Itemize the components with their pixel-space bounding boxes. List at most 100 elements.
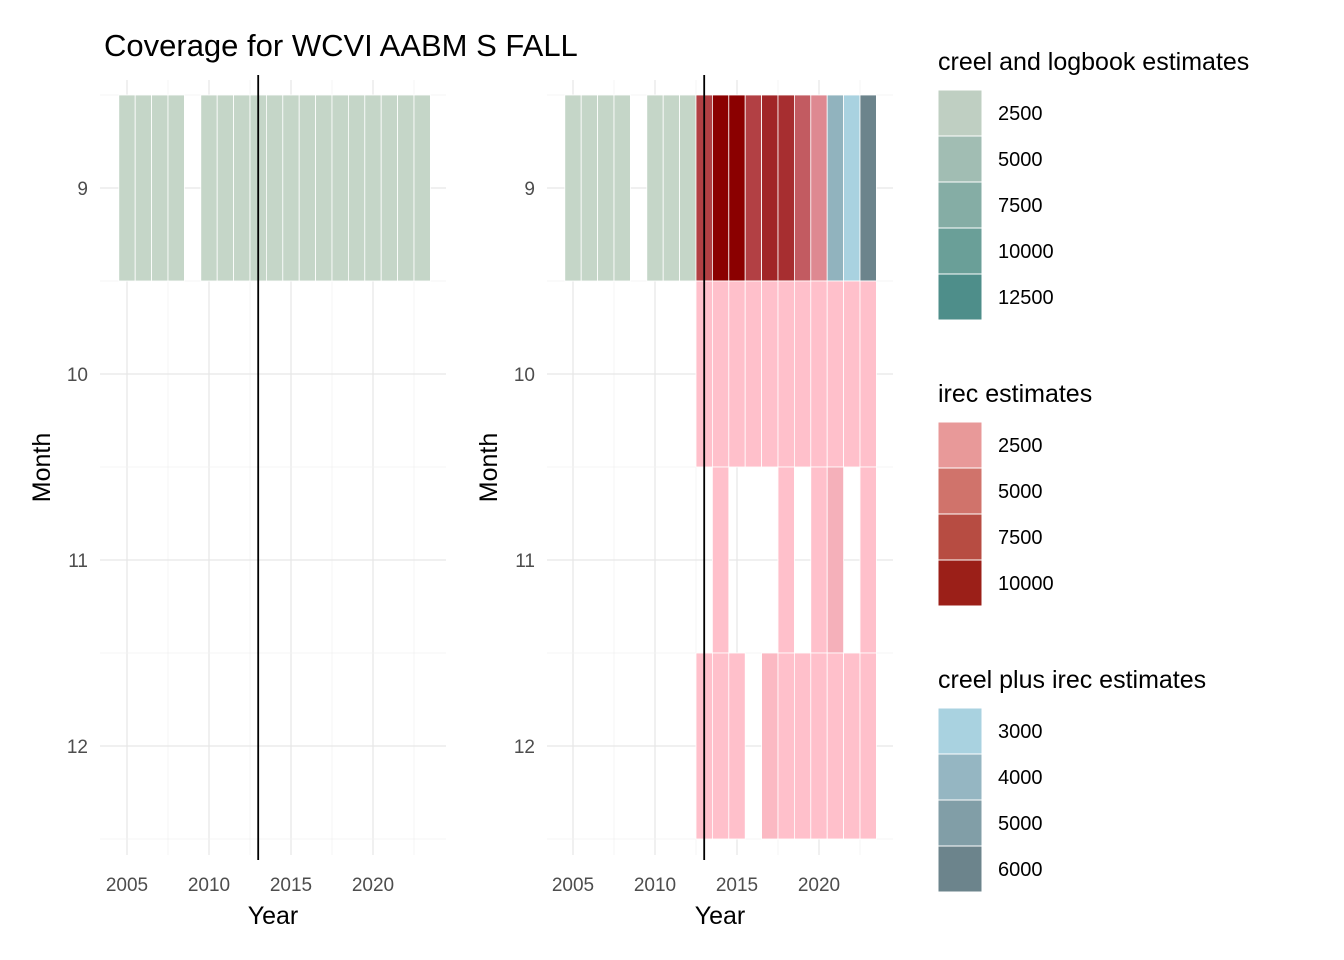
- legend-label: 5000: [998, 481, 1043, 503]
- heatmap-tile: [380, 94, 399, 282]
- heatmap-tile: [777, 466, 795, 654]
- heatmap-tile: [728, 280, 746, 468]
- tiles: [118, 94, 431, 282]
- tiles: [564, 94, 877, 840]
- legend-key: [937, 559, 983, 607]
- legend-title: creel plus irec estimates: [938, 666, 1206, 694]
- panel-right: 2005 2010 2015 2020 9 10 11 12 Year Month: [475, 75, 893, 930]
- heatmap-tile: [679, 94, 697, 282]
- legend-label: 4000: [998, 767, 1043, 789]
- heatmap-tile: [761, 94, 779, 282]
- heatmap-tile: [859, 94, 877, 282]
- heatmap-tile: [826, 280, 845, 468]
- heatmap-tile: [826, 652, 845, 840]
- heatmap-tile: [794, 652, 812, 840]
- heatmap-tile: [859, 466, 877, 654]
- legend-label: 7500: [998, 195, 1043, 217]
- heatmap-tile: [761, 280, 779, 468]
- heatmap-tile: [151, 94, 169, 282]
- heatmap-tile: [777, 652, 795, 840]
- heatmap-tile: [810, 466, 828, 654]
- heatmap-tile: [397, 94, 415, 282]
- x-tick-label: 2010: [188, 875, 230, 896]
- y-axis-title: Month: [475, 433, 503, 502]
- legend-1: creel and logbook estimates 2500 5000 7500 1…: [937, 48, 1249, 321]
- legend-label: 10000: [998, 573, 1054, 595]
- legends: creel and logbook estimates 2500 5000 7500 1…: [937, 48, 1249, 893]
- legend-label: 7500: [998, 527, 1043, 549]
- legend-3: creel plus irec estimates 3000 4000 5000 600…: [937, 666, 1206, 893]
- heatmap-tile: [728, 94, 746, 282]
- legend-label: 10000: [998, 241, 1054, 263]
- y-tick-label: 11: [515, 551, 535, 572]
- heatmap-tile: [331, 94, 349, 282]
- heatmap-tile: [826, 466, 845, 654]
- x-tick-label: 2020: [352, 875, 394, 896]
- legend-key: [937, 273, 983, 321]
- heatmap-tile: [564, 94, 582, 282]
- heatmap-tile: [613, 94, 631, 282]
- legend-key: [937, 89, 983, 137]
- legend-2: irec estimates 2500 5000 7500 10000: [937, 380, 1092, 607]
- heatmap-tile: [712, 94, 730, 282]
- heatmap-tile: [167, 94, 185, 282]
- heatmap-tile: [712, 652, 730, 840]
- legend-label: 5000: [998, 149, 1043, 171]
- heatmap-tile: [364, 94, 382, 282]
- y-tick-label: 10: [514, 365, 535, 386]
- x-axis-title: Year: [695, 902, 746, 930]
- heatmap-tile: [777, 280, 795, 468]
- heatmap-tile: [298, 94, 317, 282]
- y-tick-label: 9: [524, 179, 535, 200]
- legend-label: 5000: [998, 813, 1043, 835]
- heatmap-tile: [761, 652, 779, 840]
- heatmap-tile: [315, 94, 333, 282]
- legend-title: irec estimates: [938, 380, 1092, 408]
- x-tick-label: 2010: [634, 875, 676, 896]
- heatmap-tile: [662, 94, 681, 282]
- x-tick-label: 2015: [716, 875, 758, 896]
- heatmap-tile: [794, 94, 812, 282]
- legend-label: 2500: [998, 435, 1043, 457]
- chart-title: Coverage for WCVI AABM S FALL: [104, 28, 578, 63]
- heatmap-tile: [580, 94, 599, 282]
- legend-key: [937, 707, 983, 755]
- heatmap-tile: [843, 280, 861, 468]
- heatmap-tile: [712, 466, 730, 654]
- legend-key: [937, 753, 983, 801]
- heatmap-tile: [282, 94, 300, 282]
- heatmap-tile: [216, 94, 234, 282]
- legend-key: [937, 799, 983, 847]
- heatmap-tile: [843, 94, 861, 282]
- heatmap-tile: [118, 94, 136, 282]
- heatmap-tile: [810, 652, 828, 840]
- heatmap-tile: [597, 94, 615, 282]
- heatmap-tile: [826, 94, 845, 282]
- heatmap-tile: [810, 94, 828, 282]
- heatmap-tile: [794, 280, 812, 468]
- heatmap-tile: [413, 94, 431, 282]
- legend-key: [937, 227, 983, 275]
- legend-title: creel and logbook estimates: [938, 48, 1249, 76]
- heatmap-tile: [859, 280, 877, 468]
- heatmap-tile: [347, 94, 366, 282]
- heatmap-tile: [744, 280, 763, 468]
- x-tick-label: 2005: [106, 875, 148, 896]
- legend-key: [937, 513, 983, 561]
- heatmap-tile: [728, 652, 746, 840]
- y-tick-label: 12: [67, 737, 88, 758]
- heatmap-tile: [810, 280, 828, 468]
- y-tick-label: 11: [68, 551, 88, 572]
- x-tick-label: 2005: [552, 875, 594, 896]
- heatmap-tile: [744, 94, 763, 282]
- x-tick-label: 2015: [270, 875, 312, 896]
- x-tick-label: 2020: [798, 875, 840, 896]
- heatmap-tile: [233, 94, 251, 282]
- heatmap-tile: [859, 652, 877, 840]
- legend-label: 3000: [998, 721, 1043, 743]
- legend-key: [937, 845, 983, 893]
- y-tick-label: 10: [67, 365, 88, 386]
- y-tick-label: 9: [77, 179, 88, 200]
